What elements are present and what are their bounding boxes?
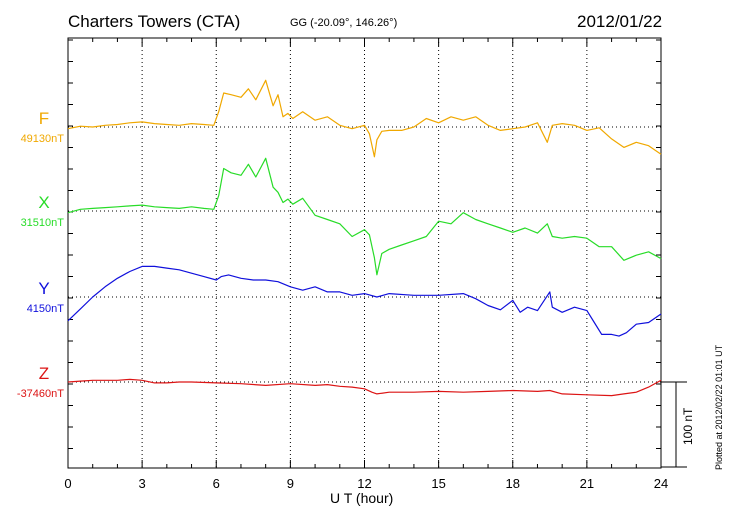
series-baseline-label-z: -37460nT — [17, 388, 64, 400]
date-label: 2012/01/22 — [577, 12, 663, 31]
x-tick-label-21: 21 — [580, 476, 594, 491]
x-tick-label-12: 12 — [357, 476, 371, 491]
x-axis-label: U T (hour) — [330, 490, 394, 506]
coordinates-label: GG (-20.09°, 146.26°) — [290, 17, 398, 29]
x-tick-label-9: 9 — [287, 476, 294, 491]
series-name-f: F — [39, 109, 49, 128]
series-line-y — [67, 265, 662, 337]
series-baseline-label-x: 31510nT — [21, 217, 65, 229]
x-tick-label-3: 3 — [139, 476, 146, 491]
series-line-f — [67, 79, 662, 158]
x-tick-label-18: 18 — [506, 476, 520, 491]
station-title: Charters Towers (CTA) — [68, 12, 241, 31]
x-tick-label-24: 24 — [654, 476, 668, 491]
series-name-x: X — [38, 193, 49, 212]
series-baseline-label-y: 4150nT — [27, 303, 65, 315]
series-name-z: Z — [39, 364, 49, 383]
x-tick-label-0: 0 — [64, 476, 71, 491]
x-tick-label-15: 15 — [431, 476, 445, 491]
series-name-y: Y — [38, 279, 49, 298]
series-baseline-label-f: 49130nT — [21, 133, 65, 145]
series-line-z — [67, 378, 662, 397]
x-tick-label-6: 6 — [213, 476, 220, 491]
series-line-x — [67, 157, 662, 276]
